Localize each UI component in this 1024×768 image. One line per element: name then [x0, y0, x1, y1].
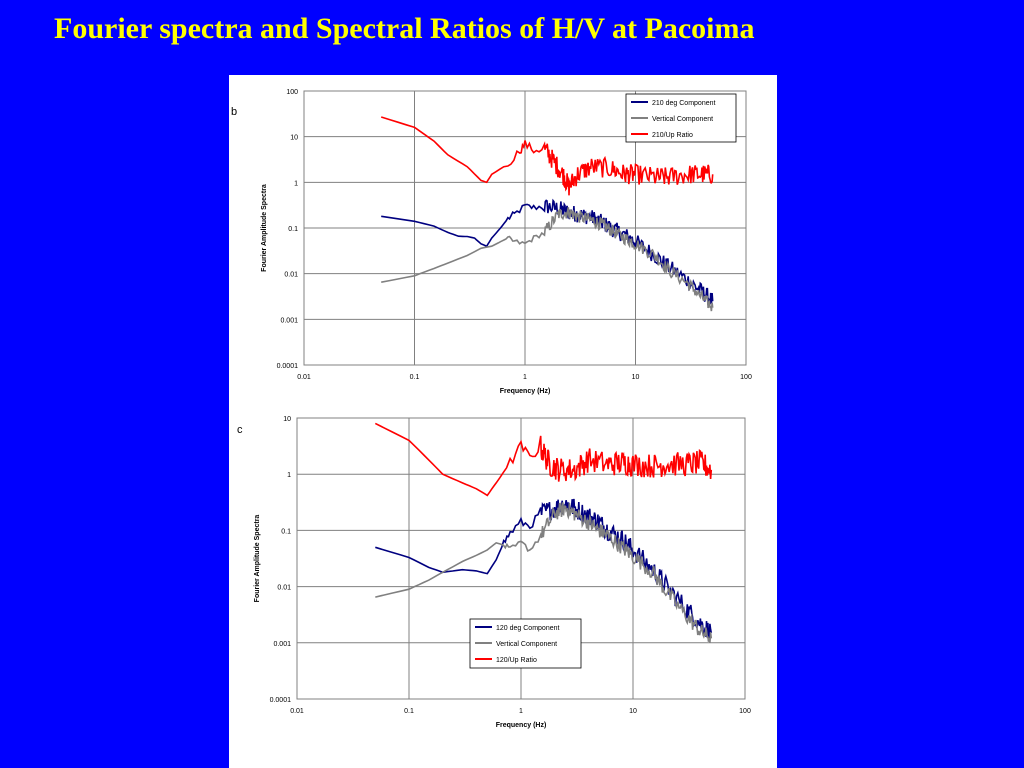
- x-axis-title: Frequency (Hz): [496, 722, 547, 729]
- x-tick-label: 100: [739, 708, 751, 715]
- legend-label: Vertical Component: [496, 641, 557, 648]
- panel-label: c: [237, 424, 243, 436]
- y-tick-label: 10: [290, 135, 298, 142]
- series-line: [375, 498, 713, 642]
- x-axis-title: Frequency (Hz): [500, 388, 551, 395]
- y-tick-label: 0.1: [288, 226, 298, 233]
- y-tick-label: 0.01: [277, 585, 291, 592]
- series-line: [381, 207, 714, 312]
- y-tick-label: 10: [283, 416, 291, 423]
- y-tick-label: 0.001: [280, 317, 298, 324]
- y-tick-label: 0.0001: [270, 697, 292, 704]
- y-axis-title: Fourier Amplitude Spectra: [261, 184, 268, 272]
- chart-b: b 0.01 0.1 1 10 100 0.0001 0.001 0.01 0.1 1 10 100 Fr…: [231, 89, 752, 395]
- y-axis-title: Fourier Amplitude Spectra: [254, 515, 261, 603]
- series-line: [375, 502, 713, 643]
- y-tick-label: 1: [287, 472, 291, 479]
- legend-label: Vertical Component: [652, 116, 713, 123]
- slide-title: Fourier spectra and Spectral Ratios of H…: [54, 12, 755, 45]
- spectra-figure: b 0.01 0.1 1 10 100 0.0001 0.001 0.01 0.1 1 10 100 Fr…: [231, 89, 752, 729]
- y-tick-label: 1: [294, 180, 298, 187]
- y-tick-label: 100: [286, 89, 298, 96]
- legend-label: 210 deg Component: [652, 100, 715, 107]
- series-line: [374, 422, 713, 497]
- legend-label: 210/Up Ratio: [652, 132, 693, 139]
- x-tick-label: 0.01: [297, 374, 311, 381]
- y-tick-label: 0.001: [273, 641, 291, 648]
- legend-label: 120/Up Ratio: [496, 657, 537, 664]
- y-tick-label: 0.0001: [277, 363, 299, 370]
- x-tick-label: 100: [740, 374, 752, 381]
- y-tick-label: 0.1: [281, 528, 291, 535]
- x-tick-label: 0.1: [410, 374, 420, 381]
- x-tick-label: 10: [629, 708, 637, 715]
- x-tick-label: 10: [632, 374, 640, 381]
- figure-panel: b 0.01 0.1 1 10 100 0.0001 0.001 0.01 0.1 1 10 100 Fr…: [229, 75, 777, 768]
- x-tick-label: 0.01: [290, 708, 304, 715]
- x-tick-label: 1: [523, 374, 527, 381]
- x-tick-label: 0.1: [404, 708, 414, 715]
- x-tick-label: 1: [519, 708, 523, 715]
- panel-label: b: [231, 106, 237, 118]
- chart-c: c 0.01 0.1 1 10 100 0.0001 0.001 0.01 0.1 1 10 Frequ…: [237, 416, 751, 729]
- legend-label: 120 deg Component: [496, 625, 559, 632]
- series-line: [380, 116, 714, 196]
- y-tick-label: 0.01: [284, 272, 298, 279]
- series-line: [381, 198, 714, 305]
